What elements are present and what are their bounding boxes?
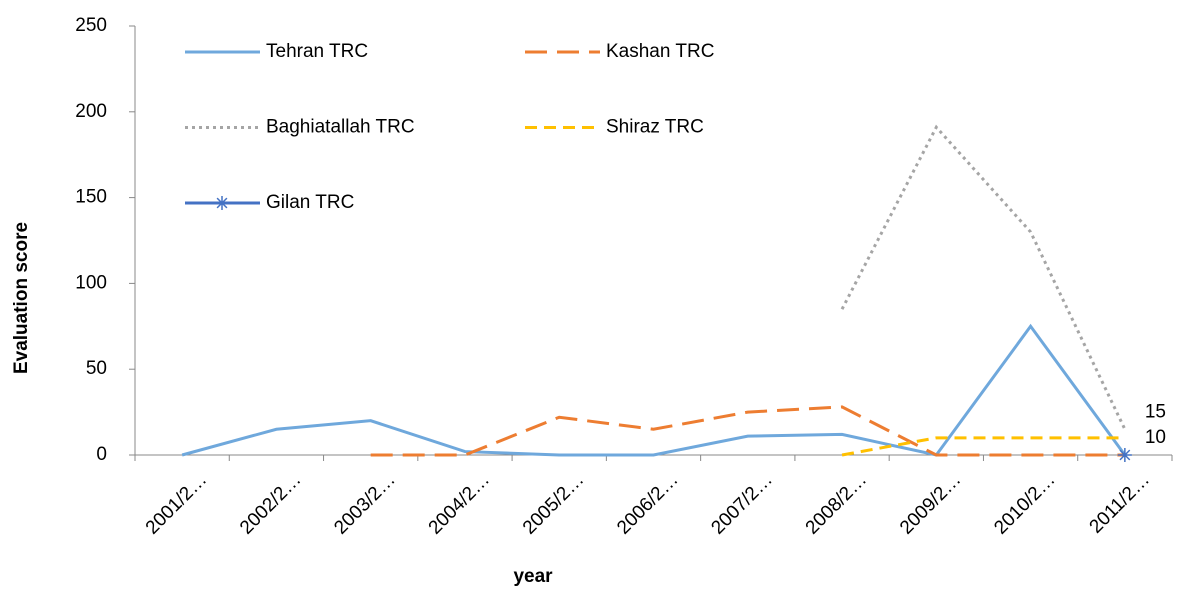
y-tick-label: 250 (75, 15, 107, 36)
x-tick-label: 2006/2… (613, 469, 682, 538)
x-tick-label: 2010/2… (990, 469, 1059, 538)
legend-label: Baghiatallah TRC (266, 117, 415, 138)
series-line (841, 436, 1125, 457)
y-tick-label: 50 (86, 358, 107, 379)
series-line (370, 405, 1125, 457)
y-tick-label: 0 (96, 444, 107, 465)
x-tick-label: 2001/2… (142, 469, 211, 538)
data-label: 15 (1145, 401, 1166, 422)
x-tick-label: 2005/2… (519, 469, 588, 538)
series-line (181, 323, 1127, 457)
x-tick-label: 2007/2… (707, 469, 776, 538)
x-tick-label: 2002/2… (236, 469, 305, 538)
legend-label: Shiraz TRC (606, 117, 704, 138)
y-tick-label: 150 (75, 187, 107, 208)
y-tick-label: 100 (75, 272, 107, 293)
legend-marker (215, 196, 229, 210)
x-tick-label: 2008/2… (802, 469, 871, 538)
legend-label: Kashan TRC (606, 41, 714, 62)
y-tick-label: 200 (75, 101, 107, 122)
x-tick-label: 2009/2… (896, 469, 965, 538)
y-axis-label: Evaluation score (11, 222, 32, 374)
point-marker (1117, 448, 1132, 462)
x-tick-label: 2004/2… (425, 469, 494, 538)
x-axis-label: year (513, 566, 553, 587)
x-tick-label: 2003/2… (330, 469, 399, 538)
series-line (840, 124, 1127, 430)
legend-label: Tehran TRC (266, 41, 368, 62)
legend-label: Gilan TRC (266, 192, 354, 213)
x-tick-label: 2011/2… (1086, 469, 1154, 537)
data-label: 10 (1145, 427, 1166, 448)
